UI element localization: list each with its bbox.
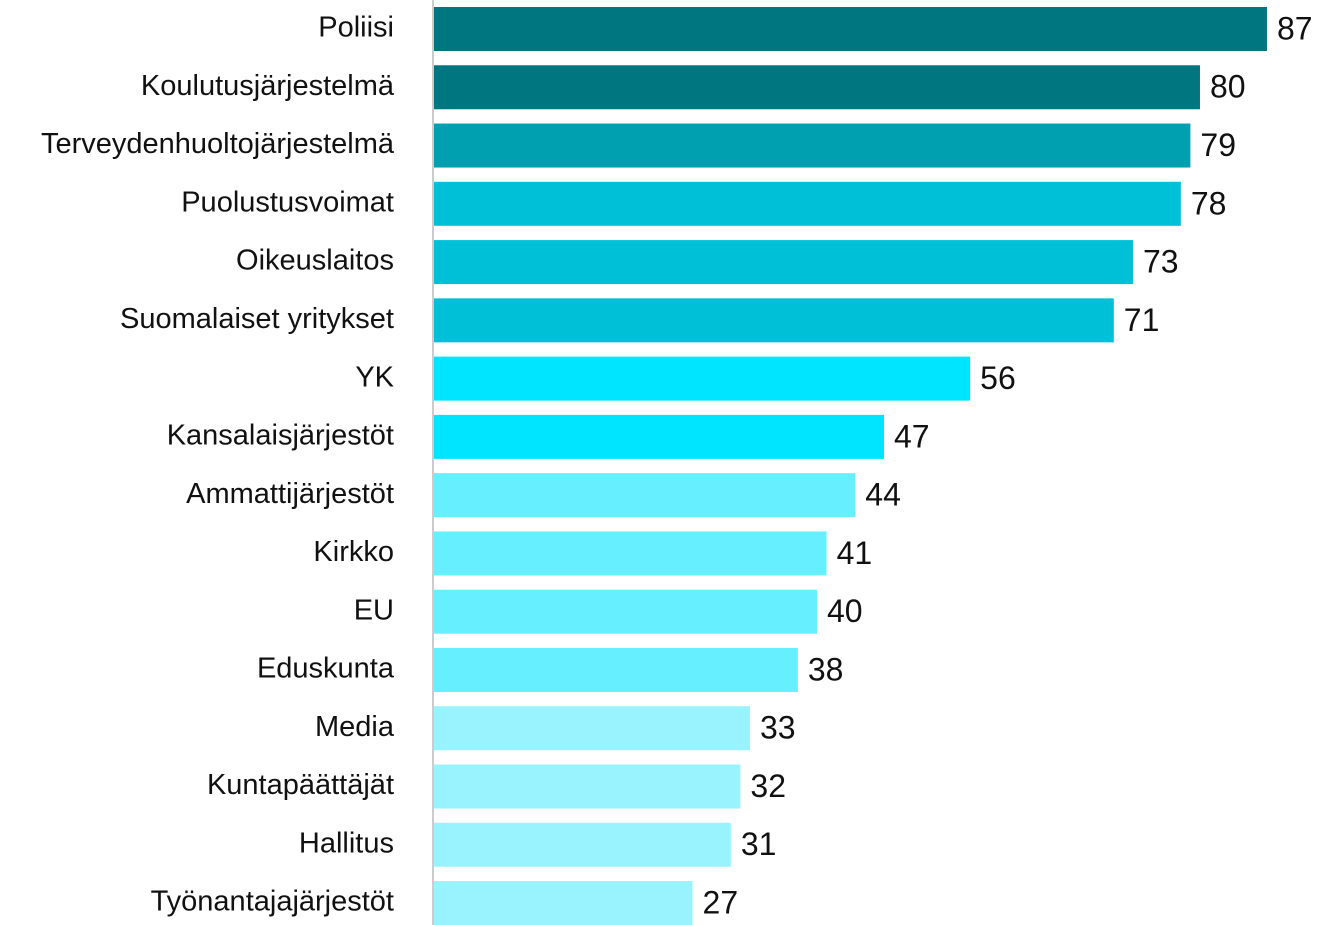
value-label: 47 xyxy=(894,418,930,454)
value-label: 31 xyxy=(741,826,777,862)
bar xyxy=(434,181,1181,226)
category-label: Hallitus xyxy=(299,827,394,859)
value-label: 41 xyxy=(837,535,873,571)
category-label: Kansalaisjärjestöt xyxy=(167,420,394,452)
bar xyxy=(434,822,731,867)
value-label: 56 xyxy=(980,360,1016,396)
value-label: 80 xyxy=(1210,69,1246,105)
category-label: Media xyxy=(315,711,395,743)
category-label: Kirkko xyxy=(313,536,394,568)
bar xyxy=(434,881,693,925)
category-label: Terveydenhuoltojärjestelmä xyxy=(41,128,395,160)
bar xyxy=(434,473,856,518)
category-label: Oikeuslaitos xyxy=(236,245,394,277)
bar xyxy=(434,589,817,634)
category-label: YK xyxy=(355,361,394,393)
category-label: Koulutusjärjestelmä xyxy=(141,70,395,102)
value-label: 33 xyxy=(760,710,796,746)
bar xyxy=(434,65,1200,110)
bar xyxy=(434,706,750,751)
bar xyxy=(434,531,827,576)
category-label: EU xyxy=(354,594,394,626)
value-label: 38 xyxy=(808,651,844,687)
value-label: 78 xyxy=(1191,185,1227,221)
value-label: 79 xyxy=(1200,127,1236,163)
bar xyxy=(434,123,1191,168)
category-label: Työnantajajärjestöt xyxy=(151,886,394,918)
category-label: Ammattijärjestöt xyxy=(186,478,394,510)
bar xyxy=(434,298,1114,343)
category-label: Puolustusvoimat xyxy=(181,186,394,218)
bar xyxy=(434,7,1267,51)
bar xyxy=(434,240,1133,285)
value-label: 71 xyxy=(1124,302,1160,338)
value-label: 32 xyxy=(750,768,786,804)
value-label: 73 xyxy=(1143,244,1179,280)
category-label: Poliisi xyxy=(318,12,394,44)
category-label: Kuntapäättäjät xyxy=(207,769,394,801)
value-label: 40 xyxy=(827,593,863,629)
category-label: Suomalaiset yritykset xyxy=(120,303,394,335)
bar xyxy=(434,764,741,809)
value-label: 87 xyxy=(1277,10,1313,46)
bar xyxy=(434,356,971,401)
value-label: 27 xyxy=(703,885,739,921)
bar xyxy=(434,414,885,459)
category-label: Eduskunta xyxy=(257,653,395,685)
bar xyxy=(434,647,798,692)
value-label: 44 xyxy=(865,477,901,513)
